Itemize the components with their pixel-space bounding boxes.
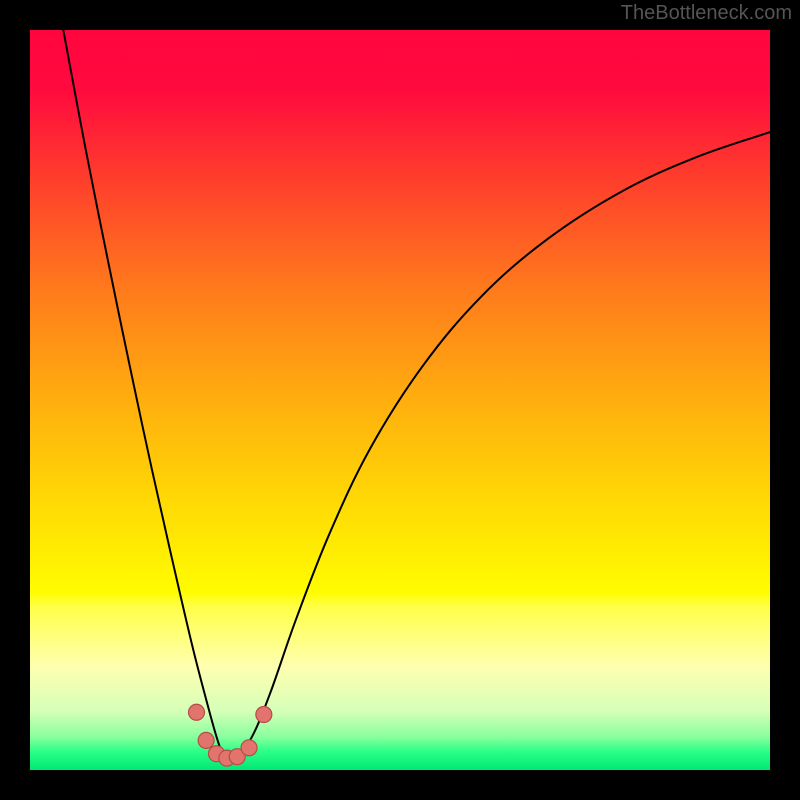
watermark-text: TheBottleneck.com xyxy=(621,2,792,25)
chart-root: TheBottleneck.com xyxy=(0,0,800,800)
bottleneck-chart-svg xyxy=(0,0,800,800)
curve-marker xyxy=(241,740,257,756)
curve-marker xyxy=(189,704,205,720)
curve-marker xyxy=(198,732,214,748)
curve-marker xyxy=(256,707,272,723)
